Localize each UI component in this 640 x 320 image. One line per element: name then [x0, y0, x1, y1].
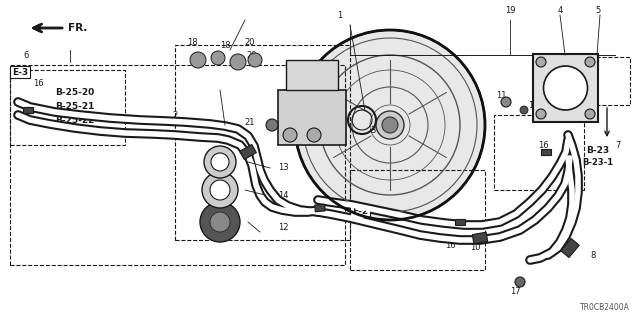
- Circle shape: [295, 30, 485, 220]
- Bar: [590, 57, 630, 105]
- Text: B-23: B-23: [586, 146, 609, 155]
- Circle shape: [283, 128, 297, 142]
- Circle shape: [376, 111, 404, 139]
- Text: E-3: E-3: [12, 68, 28, 76]
- Text: FR.: FR.: [68, 23, 88, 33]
- Bar: [175, 45, 350, 240]
- Bar: [533, 54, 598, 122]
- Polygon shape: [23, 107, 33, 113]
- Circle shape: [230, 54, 246, 70]
- Text: 16: 16: [538, 140, 548, 149]
- Circle shape: [307, 128, 321, 142]
- Text: 18: 18: [187, 37, 197, 46]
- Circle shape: [190, 52, 206, 68]
- Text: 9: 9: [248, 164, 253, 172]
- Polygon shape: [315, 204, 325, 212]
- Polygon shape: [561, 238, 579, 258]
- Circle shape: [515, 277, 525, 287]
- Circle shape: [210, 180, 230, 200]
- Circle shape: [211, 153, 229, 171]
- Text: 12: 12: [278, 222, 289, 231]
- Circle shape: [536, 57, 546, 67]
- Polygon shape: [541, 149, 551, 155]
- Text: 10: 10: [470, 243, 481, 252]
- Circle shape: [536, 109, 546, 119]
- Circle shape: [202, 172, 238, 208]
- Text: 16: 16: [445, 241, 455, 250]
- Text: 11: 11: [496, 91, 506, 100]
- Bar: [494, 115, 584, 190]
- Circle shape: [210, 212, 230, 232]
- Text: 18: 18: [220, 41, 230, 50]
- Bar: [286, 60, 338, 90]
- Text: 20: 20: [244, 37, 255, 46]
- Bar: [10, 65, 345, 265]
- Bar: [10, 70, 125, 145]
- Text: 3: 3: [370, 125, 376, 134]
- Text: 13: 13: [278, 163, 289, 172]
- Text: 8: 8: [590, 251, 595, 260]
- Circle shape: [501, 97, 511, 107]
- Text: 17: 17: [509, 287, 520, 297]
- Text: 2: 2: [172, 110, 178, 119]
- Text: 5: 5: [595, 5, 600, 14]
- Text: 14: 14: [278, 190, 289, 199]
- Text: 16: 16: [33, 78, 44, 87]
- Circle shape: [520, 106, 528, 114]
- Text: 19: 19: [505, 5, 515, 14]
- Text: 1: 1: [337, 11, 342, 20]
- Text: E-2: E-2: [352, 207, 368, 217]
- Text: B-25-20: B-25-20: [55, 87, 94, 97]
- Circle shape: [248, 53, 262, 67]
- Text: 4: 4: [557, 5, 563, 14]
- Text: 15: 15: [528, 100, 538, 109]
- Text: 20: 20: [247, 51, 257, 60]
- Circle shape: [585, 109, 595, 119]
- Circle shape: [585, 57, 595, 67]
- Circle shape: [200, 202, 240, 242]
- Text: 6: 6: [23, 51, 29, 60]
- Polygon shape: [472, 232, 488, 244]
- Polygon shape: [455, 219, 465, 225]
- Text: B-25-22: B-25-22: [55, 116, 94, 124]
- Text: 7: 7: [615, 140, 620, 149]
- Circle shape: [543, 66, 588, 110]
- Text: 21: 21: [244, 117, 255, 126]
- Circle shape: [211, 51, 225, 65]
- Text: B-25-21: B-25-21: [55, 101, 94, 110]
- Text: B-23-1: B-23-1: [582, 157, 614, 166]
- Circle shape: [204, 146, 236, 178]
- Bar: [278, 90, 346, 145]
- Bar: [350, 170, 485, 270]
- Circle shape: [382, 117, 398, 133]
- Polygon shape: [239, 144, 257, 160]
- Circle shape: [266, 119, 278, 131]
- Text: TR0CB2400A: TR0CB2400A: [580, 303, 630, 312]
